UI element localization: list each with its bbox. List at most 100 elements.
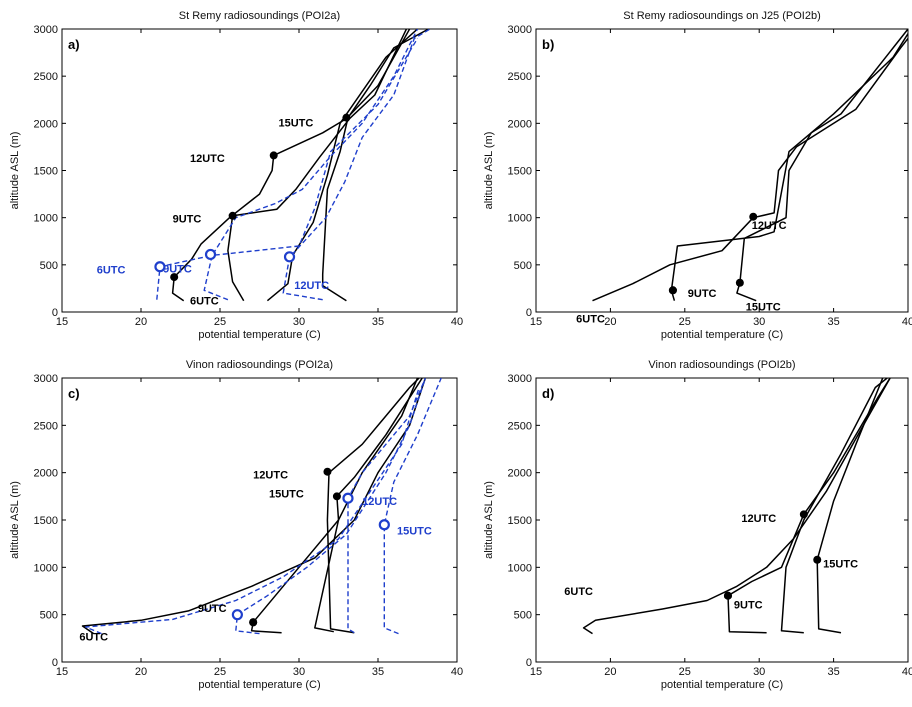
series-group: [582, 378, 891, 635]
y-tick-label: 1000: [508, 213, 532, 225]
sounding-line-7: [347, 378, 427, 634]
x-tick-label: 25: [214, 666, 226, 678]
marker-dot: [249, 618, 258, 627]
chart-title: Vinon radiosoundings (POI2b): [648, 359, 795, 371]
time-label: 12UTC: [362, 496, 397, 508]
marker-dot: [813, 555, 822, 564]
time-label: 12UTC: [741, 513, 776, 525]
sounding-line-4: [816, 378, 884, 634]
y-tick-label: 1000: [508, 562, 532, 574]
sounding-line-2: [227, 29, 408, 302]
panel-letter: d): [542, 386, 554, 401]
sounding-line-8: [383, 378, 442, 635]
x-tick-label: 40: [451, 316, 463, 328]
time-label: 15UTC: [278, 117, 313, 129]
y-tick-label: 500: [514, 260, 532, 272]
x-tick-label: 35: [372, 666, 384, 678]
y-axis-label: altitude ASL (m): [483, 132, 495, 210]
y-tick-label: 3000: [508, 24, 532, 36]
chart-title: Vinon radiosoundings (POI2a): [186, 359, 333, 371]
x-tick-label: 40: [451, 666, 463, 678]
time-label: 9UTC: [163, 264, 192, 276]
y-tick-label: 0: [52, 307, 58, 319]
x-tick-label: 15: [56, 316, 68, 328]
marker-dot: [228, 211, 237, 220]
y-tick-label: 3000: [34, 373, 58, 385]
marker-circle: [204, 248, 217, 261]
time-label: 12UTC: [294, 280, 329, 292]
x-tick-label: 35: [372, 316, 384, 328]
x-tick-label: 25: [679, 316, 691, 328]
time-label: 15UTC: [746, 301, 781, 313]
time-label: 12UTC: [752, 220, 787, 232]
y-tick-label: 1000: [34, 562, 58, 574]
y-tick-label: 2500: [508, 420, 532, 432]
sounding-line-2: [670, 33, 908, 301]
x-tick-label: 25: [214, 316, 226, 328]
panel-letter: c): [68, 386, 80, 401]
sounding-line-4: [321, 29, 429, 302]
y-tick-label: 2000: [34, 468, 58, 480]
marker-dot: [170, 273, 179, 282]
x-tick-label: 30: [293, 316, 305, 328]
sounding-line-7: [282, 29, 431, 301]
time-label: 6UTC: [564, 586, 593, 598]
time-label: 9UTC: [198, 603, 227, 615]
y-tick-label: 0: [52, 657, 58, 669]
y-axis-label: altitude ASL (m): [483, 481, 495, 559]
x-tick-label: 20: [135, 316, 147, 328]
sounding-line-2: [727, 378, 891, 634]
time-label: 12UTC: [253, 470, 288, 482]
time-label: 6UTC: [190, 296, 219, 308]
marker-dot: [323, 467, 332, 476]
x-tick-label: 20: [135, 666, 147, 678]
y-tick-label: 2500: [508, 71, 532, 83]
x-tick-label: 35: [827, 316, 839, 328]
marker-dot: [332, 492, 341, 501]
x-tick-label: 20: [604, 666, 616, 678]
chart-title: St Remy radiosoundings on J25 (POI2b): [623, 10, 821, 22]
sounding-line-5: [84, 387, 420, 635]
marker-dot: [668, 286, 677, 295]
sounding-line-2: [250, 378, 419, 634]
chart-panel-3: Vinon radiosoundings (POI2a) 15 20 25 30 35 40…: [9, 359, 463, 691]
marker-circle: [154, 261, 166, 273]
time-label: 15UTC: [269, 488, 304, 500]
marker-dot: [749, 212, 758, 221]
y-axis-label: altitude ASL (m): [9, 132, 21, 210]
x-tick-label: 15: [530, 316, 542, 328]
chart-panel-2: St Remy radiosoundings on J25 (POI2b) 15 2…: [483, 10, 912, 341]
y-tick-label: 500: [40, 260, 58, 272]
x-tick-label: 30: [293, 666, 305, 678]
marker-circle: [342, 492, 354, 504]
plot-area: [535, 377, 909, 663]
marker-dot: [723, 591, 732, 600]
x-axis-label: potential temperature (C): [198, 329, 320, 341]
time-label: 15UTC: [397, 525, 432, 537]
sounding-line-3: [736, 29, 908, 302]
chart-panel-4: Vinon radiosoundings (POI2b) 15 20 25 30 35 40…: [483, 359, 912, 691]
plot-area: [61, 28, 458, 313]
chart-panel-1: St Remy radiosoundings (POI2a) 15 20 25 30 35…: [9, 10, 463, 341]
x-axis-label: potential temperature (C): [661, 679, 783, 691]
sounding-line-3: [780, 378, 888, 634]
marker-dot: [799, 510, 808, 519]
x-tick-label: 20: [604, 316, 616, 328]
y-tick-label: 1500: [508, 166, 532, 178]
x-tick-label: 25: [679, 666, 691, 678]
sounding-line-1: [592, 37, 908, 302]
x-axis-label: potential temperature (C): [661, 329, 783, 341]
sounding-line-1: [81, 378, 427, 635]
x-tick-label: 15: [56, 666, 68, 678]
y-tick-label: 3000: [508, 373, 532, 385]
panel-letter: b): [542, 37, 554, 52]
y-tick-label: 2500: [34, 71, 58, 83]
time-label: 6UTC: [576, 314, 605, 326]
y-tick-label: 1500: [508, 515, 532, 527]
y-tick-label: 1000: [34, 213, 58, 225]
time-label: 9UTC: [734, 599, 763, 611]
y-tick-label: 2500: [34, 420, 58, 432]
time-label: 6UTC: [97, 265, 126, 277]
series-group: [592, 29, 908, 302]
